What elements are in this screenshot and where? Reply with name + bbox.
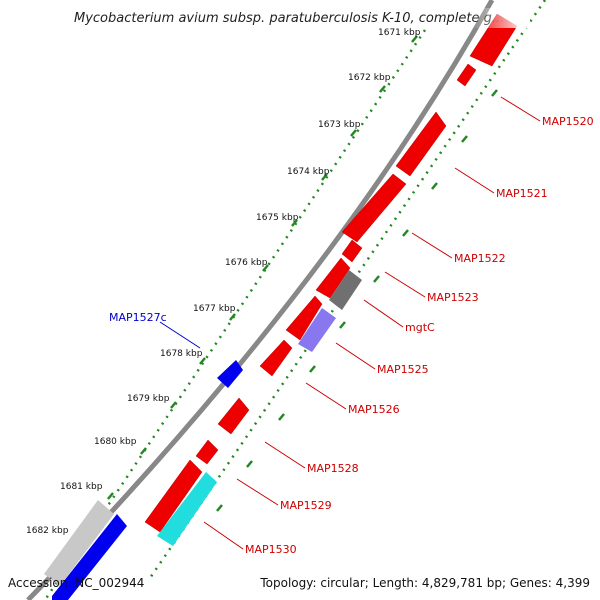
gene-labels: MAP1520 MAP1521 MAP1522 MAP1523 mgtC MAP… [109,115,594,556]
tick-label: 1676 kbp [225,258,268,268]
gene-label[interactable]: MAP1520 [542,115,594,128]
tick-label: 1673 kbp [318,120,361,130]
gene-arrow[interactable] [259,339,293,377]
map-title: Mycobacterium avium subsp. paratuberculo… [74,11,504,26]
tick-label: 1681 kbp [60,482,103,492]
gene-label[interactable]: MAP1528 [307,462,359,475]
outer-tick-marks [76,35,418,545]
gene-label[interactable]: MAP1529 [280,499,332,512]
gene-label[interactable]: MAP1530 [245,543,297,556]
gene-arrow[interactable] [315,257,351,299]
gene-label[interactable]: MAP1527c [109,311,167,324]
other-feature[interactable] [157,472,217,546]
tick-label: 1674 kbp [287,167,330,177]
tick-labels: 1671 kbp 1672 kbp 1673 kbp 1674 kbp 1675… [26,28,421,536]
gene-label[interactable]: MAP1526 [348,403,400,416]
gene-label[interactable]: MAP1521 [496,187,548,200]
tick-label: 1678 kbp [160,349,203,359]
tick-label: 1671 kbp [378,28,421,38]
topology-summary: Topology: circular; Length: 4,829,781 bp… [259,576,590,590]
accession-text: Accession: NC_002944 [8,576,144,590]
leader-lines [203,96,541,550]
tick-label: 1682 kbp [26,526,69,536]
gene-arrow[interactable] [341,173,407,243]
gene-label[interactable]: mgtC [405,321,435,334]
tick-label: 1680 kbp [94,437,137,447]
inner-tick-marks [216,89,498,512]
gene-label[interactable]: MAP1522 [454,252,506,265]
rrna-feature[interactable] [298,308,336,352]
gene-arrow-reverse[interactable] [52,514,127,600]
gene-arrow-reverse[interactable] [217,360,243,388]
leader-line-reverse [159,321,201,349]
tick-label: 1672 kbp [348,73,391,83]
gene-label[interactable]: MAP1523 [427,291,479,304]
pseudo-feature[interactable] [44,500,114,586]
gene-label[interactable]: MAP1525 [377,363,429,376]
trna-feature[interactable] [329,270,362,310]
title-fade [470,8,530,28]
forward-genes [144,13,518,533]
gene-arrow[interactable] [195,439,219,465]
gene-arrow[interactable] [395,111,447,177]
gene-arrow[interactable] [217,397,250,435]
gene-arrow[interactable] [341,239,363,263]
gene-arrow[interactable] [285,295,323,341]
tick-label: 1675 kbp [256,213,299,223]
gene-arrow[interactable] [144,459,203,533]
tick-label: 1677 kbp [193,304,236,314]
gene-arrow[interactable] [456,63,477,87]
tick-label: 1679 kbp [127,394,170,404]
